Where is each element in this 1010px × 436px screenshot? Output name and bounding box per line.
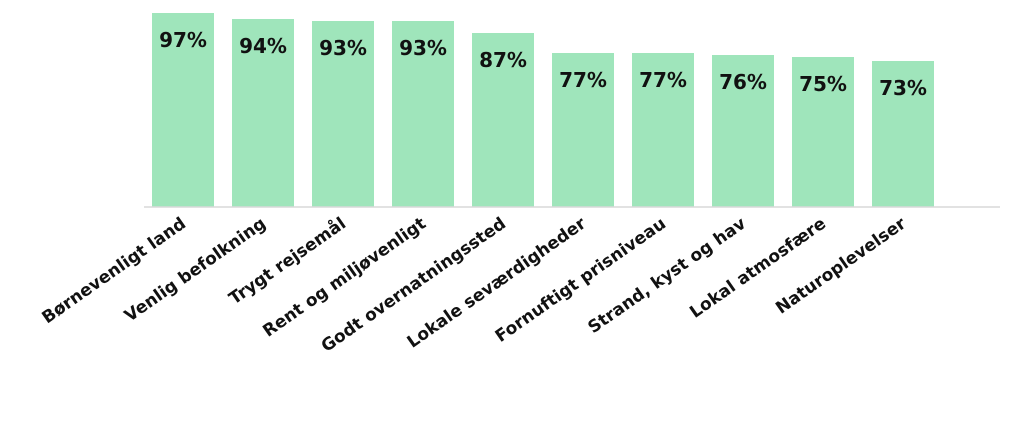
- x-tick-label-1: Børnevenligt land: [38, 214, 189, 328]
- data-label-6: 77%: [559, 68, 607, 92]
- bar-10: [872, 61, 934, 207]
- bar-3: [312, 21, 374, 207]
- bar-5: [472, 33, 534, 207]
- data-label-10: 73%: [879, 76, 927, 100]
- data-label-9: 75%: [799, 72, 847, 96]
- data-label-8: 76%: [719, 70, 767, 94]
- bars-group: [152, 13, 934, 207]
- data-label-2: 94%: [239, 34, 287, 58]
- data-label-7: 77%: [639, 68, 687, 92]
- bar-8: [712, 55, 774, 207]
- x-tick-label-10: Naturoplevelser: [772, 213, 910, 318]
- data-label-5: 87%: [479, 48, 527, 72]
- data-label-3: 93%: [319, 36, 367, 60]
- x-tick-label-2: Venlig befolkning: [121, 214, 270, 327]
- data-label-1: 97%: [159, 28, 207, 52]
- data-label-4: 93%: [399, 36, 447, 60]
- bar-4: [392, 21, 454, 207]
- bar-2: [232, 19, 294, 207]
- bar-1: [152, 13, 214, 207]
- x-tick-label-8: Strand, kyst og hav: [585, 214, 750, 338]
- bar-9: [792, 57, 854, 207]
- x-tick-label-9: Lokal atmosfære: [686, 214, 830, 323]
- bar-6: [552, 53, 614, 207]
- data-labels-group: 97% 94% 93% 93% 87% 77% 77% 76% 75% 73%: [159, 28, 927, 100]
- bar-7: [632, 53, 694, 207]
